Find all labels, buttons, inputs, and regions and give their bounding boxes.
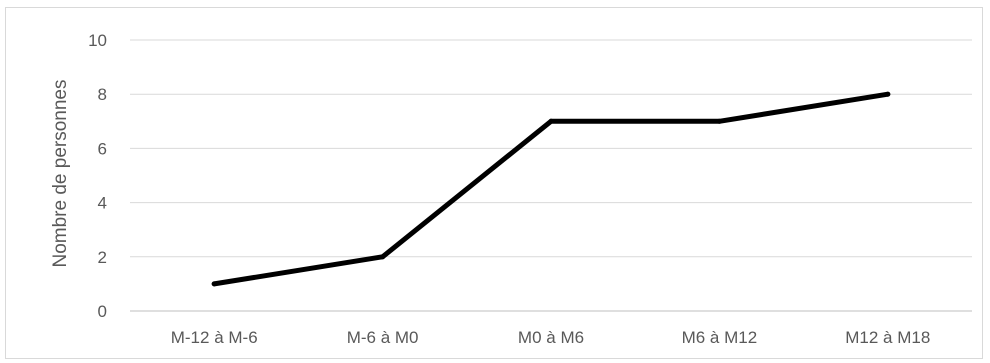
y-axis-ticks: 0 2 4 6 8 10 (88, 31, 107, 321)
x-tick-label: M12 à M18 (845, 328, 930, 347)
y-tick-label: 4 (98, 194, 107, 213)
data-point (548, 118, 554, 124)
series-layer (211, 91, 891, 287)
y-tick-label: 8 (98, 85, 107, 104)
y-tick-label: 0 (98, 302, 107, 321)
y-tick-label: 10 (88, 31, 107, 50)
y-tick-label: 6 (98, 139, 107, 158)
data-point (716, 118, 722, 124)
data-point (885, 91, 891, 97)
x-tick-label: M6 à M12 (682, 328, 758, 347)
data-point (380, 254, 386, 260)
chart-frame (5, 7, 983, 359)
y-tick-label: 2 (98, 248, 107, 267)
gridlines (130, 39, 972, 258)
x-tick-label: M0 à M6 (518, 328, 584, 347)
x-tick-label: M-6 à M0 (347, 328, 419, 347)
y-axis-title: Nombre de personnes (50, 80, 71, 268)
data-point (211, 281, 217, 287)
x-axis-ticks: M-12 à M-6 M-6 à M0 M0 à M6 M6 à M12 M12 à M… (171, 328, 931, 347)
x-tick-label: M-12 à M-6 (171, 328, 258, 347)
